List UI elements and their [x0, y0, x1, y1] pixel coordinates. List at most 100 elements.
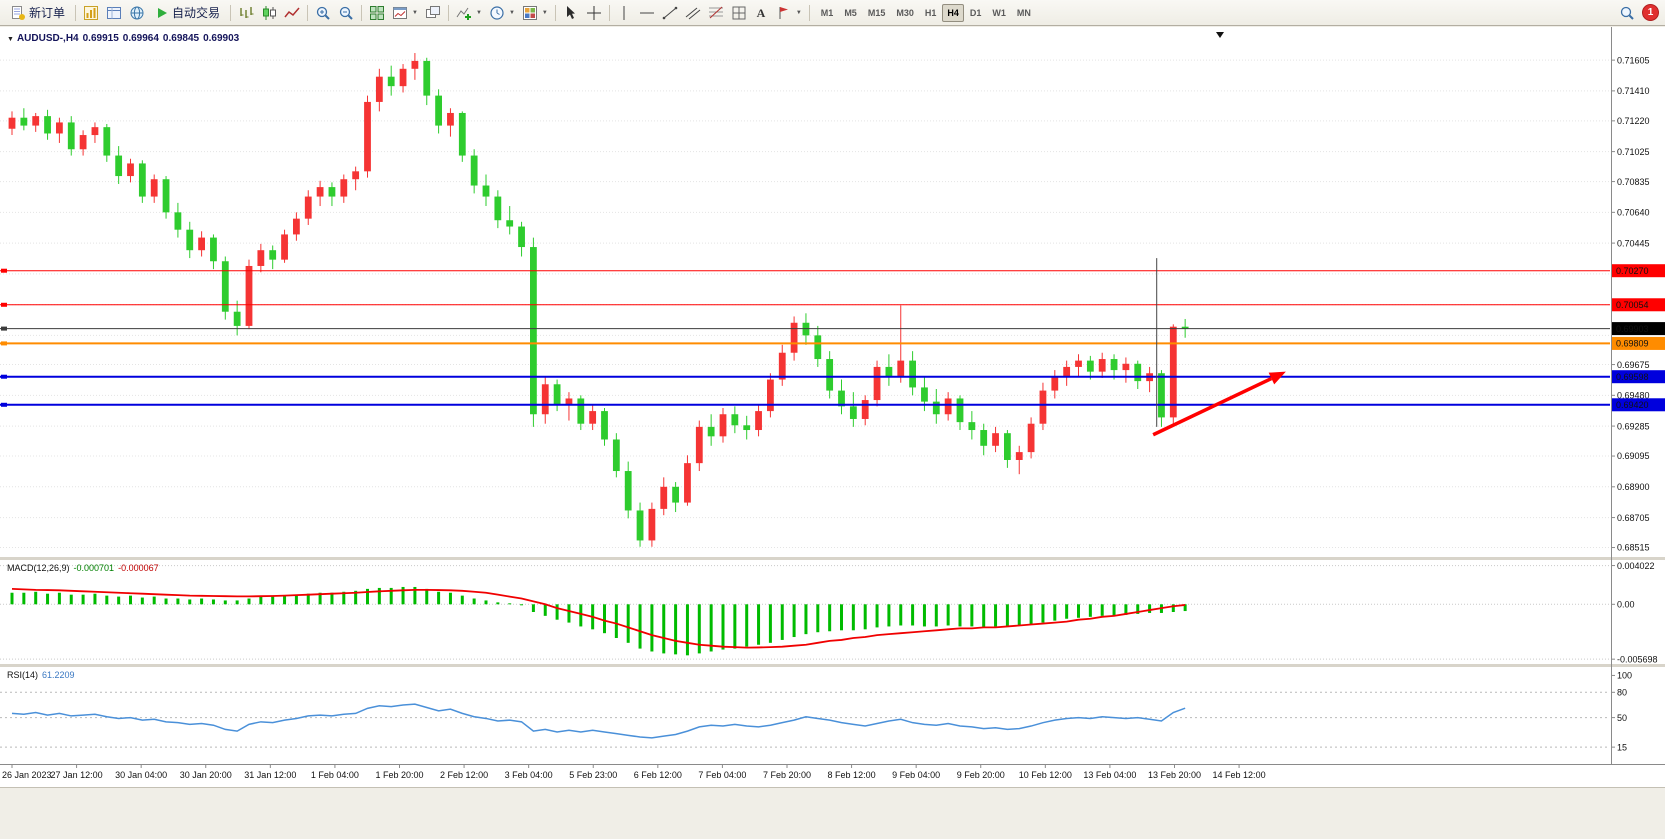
indicators-button[interactable]: ▼ [453, 3, 485, 23]
line-chart-icon [284, 5, 300, 21]
arrow-label-tool-button[interactable]: ▼ [773, 3, 805, 23]
new-chart-button[interactable]: ▼ [389, 3, 421, 23]
price-badge-label: 0.70270 [1616, 266, 1649, 276]
new-order-icon [10, 5, 26, 21]
search-icon [1619, 5, 1635, 21]
vertical-line-tool-button[interactable] [614, 3, 635, 23]
timeframe-button-m30[interactable]: M30 [891, 4, 919, 22]
timeframe-button-h1[interactable]: H1 [920, 4, 942, 22]
timeframe-button-m1[interactable]: M1 [816, 4, 839, 22]
timeframe-button-d1[interactable]: D1 [965, 4, 987, 22]
zoom-out-button[interactable] [335, 3, 357, 23]
macd-axis-label: 0.00 [1617, 599, 1635, 609]
horizontal-line-tool-button[interactable] [636, 3, 658, 23]
separator [75, 5, 76, 21]
dropdown-arrow-icon: ▼ [412, 10, 418, 16]
ohlc-bars-icon [238, 5, 254, 21]
time-axis-label: 1 Feb 04:00 [311, 770, 359, 780]
toolbar-right: 1 [1616, 3, 1661, 23]
templates-button[interactable]: ▼ [519, 3, 551, 23]
shapes-tool-button[interactable] [728, 3, 750, 23]
pane-splitter[interactable] [0, 557, 1665, 560]
zoom-out-icon [338, 5, 354, 21]
time-axis-label: 30 Jan 04:00 [115, 770, 167, 780]
tile-windows-button[interactable] [366, 3, 388, 23]
time-axis-label: 1 Feb 20:00 [375, 770, 423, 780]
cascade-windows-icon [425, 5, 441, 21]
timeframe-button-h4[interactable]: H4 [942, 4, 964, 22]
rsi-axis-label: 100 [1617, 671, 1632, 681]
channel-tool-button[interactable] [682, 3, 704, 23]
timeframe-button-m15[interactable]: M15 [863, 4, 891, 22]
flag-icon [776, 5, 792, 21]
cursor-button[interactable] [560, 3, 582, 23]
grid-shapes-icon [731, 5, 747, 21]
timeframe-button-w1[interactable]: W1 [987, 4, 1011, 22]
crosshair-icon [586, 5, 602, 21]
auto-trading-button[interactable]: 自动交易 [149, 3, 226, 23]
price-axis-label: 0.70835 [1617, 177, 1650, 187]
time-axis-label: 8 Feb 12:00 [828, 770, 876, 780]
new-order-button[interactable]: 新订单 [4, 3, 71, 23]
timeframe-button-mn[interactable]: MN [1012, 4, 1036, 22]
zoom-in-button[interactable] [312, 3, 334, 23]
time-axis-label: 7 Feb 20:00 [763, 770, 811, 780]
bottom-filler [0, 787, 1665, 839]
time-axis-label: 13 Feb 20:00 [1148, 770, 1201, 780]
time-axis-label: 2 Feb 12:00 [440, 770, 488, 780]
time-axis-label: 26 Jan 2023 [2, 770, 52, 780]
dropdown-arrow-icon: ▼ [796, 10, 802, 16]
rsi-axis-label: 15 [1617, 742, 1627, 752]
price-axis-label: 0.71220 [1617, 116, 1650, 126]
search-button[interactable] [1616, 3, 1638, 23]
price-badge-label: 0.69903 [1616, 324, 1649, 334]
cursor-icon [563, 5, 579, 21]
globe-icon [129, 5, 145, 21]
periods-button[interactable]: ▼ [486, 3, 518, 23]
fibonacci-tool-button[interactable] [705, 3, 727, 23]
time-axis-label: 13 Feb 04:00 [1083, 770, 1136, 780]
price-axis-label: 0.68900 [1617, 482, 1650, 492]
time-axis-label: 5 Feb 23:00 [569, 770, 617, 780]
time-axis-label: 9 Feb 04:00 [892, 770, 940, 780]
separator [609, 5, 610, 21]
trendline-icon [662, 5, 678, 21]
template-icon [522, 5, 538, 21]
data-window-icon [106, 5, 122, 21]
candlestick-icon [261, 5, 277, 21]
line-chart-type-button[interactable] [281, 3, 303, 23]
text-tool-button[interactable]: A [751, 3, 772, 23]
navigator-button[interactable] [126, 3, 148, 23]
candlestick-chart-type-button[interactable] [258, 3, 280, 23]
separator [809, 5, 810, 21]
price-axis-label: 0.68705 [1617, 513, 1650, 523]
channel-icon [685, 5, 701, 21]
time-axis-label: 9 Feb 20:00 [957, 770, 1005, 780]
notification-badge[interactable]: 1 [1642, 4, 1659, 21]
separator [555, 5, 556, 21]
dropdown-arrow-icon: ▼ [542, 10, 548, 16]
separator [448, 5, 449, 21]
price-axis-label: 0.71410 [1617, 86, 1650, 96]
timeframe-button-m5[interactable]: M5 [839, 4, 862, 22]
toolbar: 新订单 自动交易 ▼ ▼ [0, 0, 1665, 26]
data-window-button[interactable] [103, 3, 125, 23]
price-axis-label: 0.68515 [1617, 543, 1650, 553]
trendline-tool-button[interactable] [659, 3, 681, 23]
macd-axis-label: -0.005698 [1617, 654, 1658, 664]
dropdown-arrow-icon: ▼ [509, 10, 515, 16]
pane-splitter[interactable] [0, 664, 1665, 667]
fibonacci-icon [708, 5, 724, 21]
market-watch-button[interactable] [80, 3, 102, 23]
bar-chart-type-button[interactable] [235, 3, 257, 23]
separator [230, 5, 231, 21]
price-axis-label: 0.71605 [1617, 55, 1650, 65]
chart-profiles-button[interactable] [422, 3, 444, 23]
time-axis-label: 27 Jan 12:00 [51, 770, 103, 780]
svg-text:A: A [757, 6, 766, 20]
crosshair-button[interactable] [583, 3, 605, 23]
